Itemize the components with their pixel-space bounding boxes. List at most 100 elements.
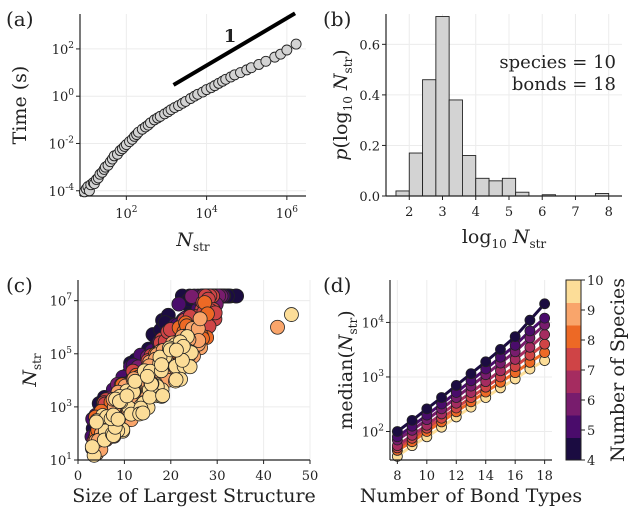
b-y-tick-label: 0.2 (359, 139, 380, 154)
b-x-axis-label: log10 Nstr (462, 226, 547, 251)
c-y-tick-label: 103 (50, 399, 73, 416)
c-data-point (192, 311, 208, 327)
b-y-tick-label: 0.0 (359, 190, 380, 205)
a-y-axis-label: Time (s) (9, 66, 31, 145)
c-y-tick-label: 105 (50, 346, 73, 363)
b-x-tick-label: 6 (538, 205, 546, 220)
b-x-tick-label: 7 (571, 205, 579, 220)
colorbar-label: Number of Species (607, 278, 629, 462)
panel-letter-b: (b) (323, 7, 351, 31)
colorbar-band (566, 302, 581, 326)
colorbar-band (566, 347, 581, 371)
c-data-point (171, 296, 187, 312)
a-x-tick-label: 106 (276, 205, 299, 222)
d-y-axis-label: median(Nstr) (335, 310, 360, 429)
c-outlier-point (284, 307, 299, 322)
b-x-tick-label: 5 (505, 205, 513, 220)
d-data-point (539, 329, 551, 340)
c-y-axis-label: Nstr (19, 353, 44, 388)
c-x-tick-label: 0 (74, 469, 82, 484)
panel-letter-a: (a) (6, 7, 34, 31)
b-x-tick-label: 2 (405, 205, 413, 220)
d-data-point (524, 325, 536, 337)
histogram-bar (448, 99, 463, 197)
d-x-tick-label: 8 (393, 469, 401, 484)
colorbar-band (566, 437, 581, 461)
histogram-bar (408, 152, 424, 197)
d-data-point (450, 380, 462, 391)
colorbar-tick-label: 8 (587, 334, 595, 349)
c-data-point (169, 342, 184, 358)
histogram-bar (488, 180, 503, 197)
colorbar-tick-label: 7 (587, 364, 595, 379)
d-data-point (524, 314, 536, 326)
c-data-point (154, 357, 169, 373)
c-x-axis-label: Size of Largest Structure (72, 485, 316, 507)
c-data-point (135, 405, 151, 421)
a-y-tick-label: 10-2 (49, 135, 74, 152)
c-x-tick-label: 50 (302, 469, 319, 484)
a-x-axis-label: Nstr (175, 229, 210, 254)
b-x-tick-label: 8 (605, 205, 613, 220)
colorbar-band (566, 415, 581, 438)
slope-reference-line (172, 11, 297, 87)
d-x-tick-label: 18 (536, 469, 553, 484)
d-y-tick-label: 102 (362, 423, 384, 440)
b-y-tick-label: 0.6 (359, 38, 380, 53)
c-data-point (127, 373, 143, 389)
d-x-tick-label: 12 (448, 469, 465, 484)
d-data-point (391, 426, 403, 437)
d-x-axis-label: Number of Bond Types (360, 485, 582, 507)
species-annotation: species = 10 (499, 52, 616, 73)
d-x-tick-label: 10 (419, 469, 436, 484)
d-data-point (539, 338, 551, 350)
a-data-point (260, 55, 272, 67)
c-x-tick-label: 40 (255, 469, 272, 484)
d-y-tick-label: 104 (362, 314, 385, 331)
a-y-tick-label: 10-4 (49, 183, 75, 200)
histogram-bar (435, 16, 450, 197)
c-data-point (168, 372, 184, 388)
d-y-tick-label: 103 (362, 369, 385, 386)
colorbar-band (566, 280, 581, 303)
a-y-tick-label: 102 (52, 41, 74, 58)
c-data-point (110, 411, 126, 427)
panel-d-median-lines: 8 10 12 14 16 18 102 103 104 Number of Bond Types… (335, 280, 582, 507)
c-x-tick-label: 20 (163, 469, 180, 484)
panel-c-size-scatter: 0 10 20 30 40 50 101 103 105 107 Size of Largest S… (19, 280, 318, 507)
slope-label: 1 (224, 26, 237, 47)
b-x-tick-label: 3 (438, 205, 446, 220)
panel-a-time-scatter: 102 104 106 10-4 10-2 100 102 1 Nstr Time (s) (9, 11, 306, 254)
c-data-point (140, 368, 155, 384)
d-data-point (436, 392, 447, 403)
d-data-point (421, 403, 433, 415)
colorbar-tick-label: 4 (587, 454, 595, 469)
d-data-point (524, 341, 536, 353)
colorbar-tick-label: 9 (587, 304, 595, 319)
a-data-point (290, 38, 302, 50)
colorbar-tick-label: 10 (587, 274, 604, 289)
colorbar-tick-label: 5 (587, 424, 595, 439)
c-data-point (155, 388, 171, 404)
c-outlier-point (270, 319, 285, 335)
colorbar-band (566, 325, 581, 348)
colorbar-tick-label: 6 (587, 394, 595, 409)
d-data-point (465, 368, 477, 380)
a-y-tick-label: 100 (52, 88, 75, 105)
a-x-tick-label: 104 (195, 205, 218, 222)
c-x-tick-label: 10 (116, 469, 133, 484)
d-x-tick-label: 14 (477, 469, 494, 484)
a-data-point (281, 44, 293, 56)
panel-letter-c: (c) (6, 273, 33, 297)
colorbar-band (566, 392, 581, 416)
d-data-point (539, 312, 551, 324)
d-data-point (509, 331, 521, 342)
d-data-point (495, 344, 506, 355)
histogram-bar (501, 177, 517, 197)
bonds-annotation: bonds = 18 (512, 74, 616, 95)
c-data-point (84, 439, 100, 455)
d-data-point (480, 356, 492, 368)
histogram-bar (395, 190, 410, 197)
b-y-tick-label: 0.4 (359, 89, 380, 104)
